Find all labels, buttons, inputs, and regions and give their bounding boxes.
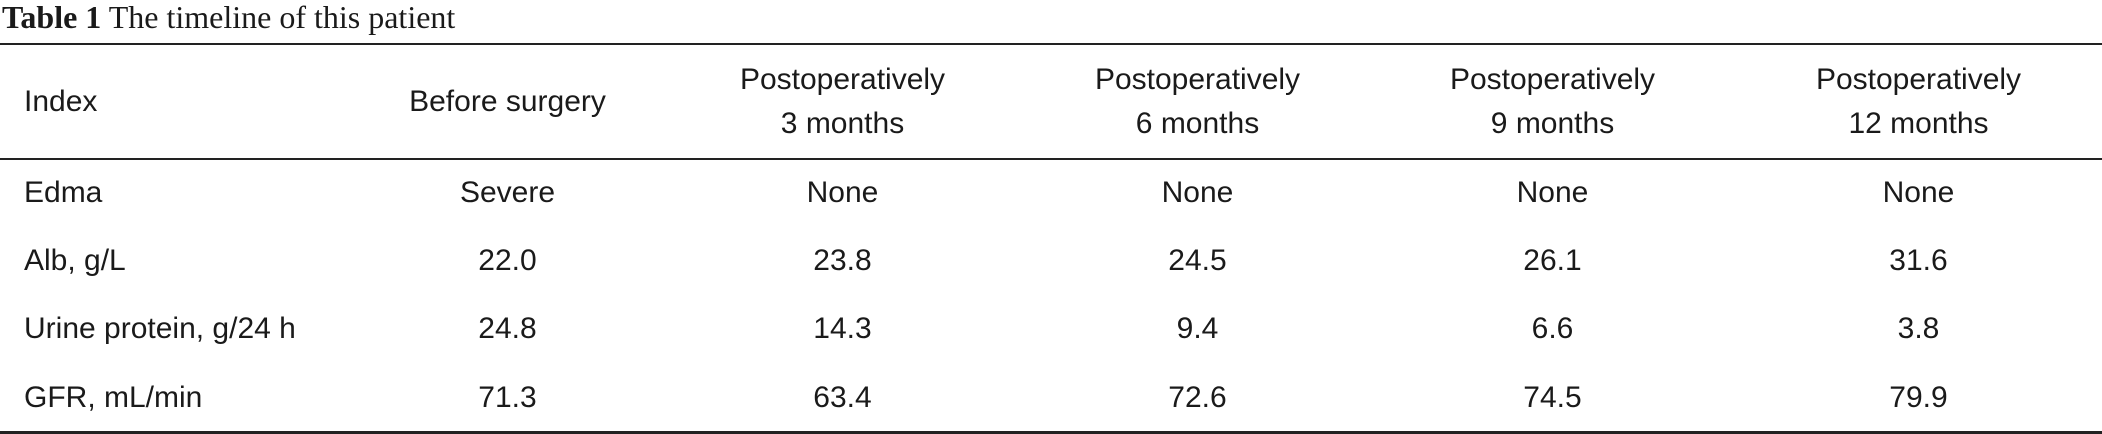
table-cell: None <box>1882 176 1955 210</box>
table-row: Alb, g/L 22.0 23.8 24.5 26.1 31.6 <box>0 227 2102 296</box>
table-cell: 24.5 <box>1168 243 1227 277</box>
table-cell: 74.5 <box>1523 380 1582 414</box>
table-row: GFR, mL/min 71.3 63.4 72.6 74.5 79.9 <box>0 364 2102 433</box>
table-cell: Severe <box>459 176 556 210</box>
table-cell: None <box>1161 176 1234 210</box>
table-header-rule <box>0 158 2102 160</box>
table-cell: 26.1 <box>1523 243 1582 277</box>
column-header-6-months: Postoperatively 6 months <box>1094 62 1301 140</box>
table-cell: 9.4 <box>1176 312 1219 346</box>
table-cell: 72.6 <box>1168 380 1227 414</box>
table-cell: 63.4 <box>813 380 872 414</box>
table-cell: 79.9 <box>1889 380 1948 414</box>
table-top-rule <box>0 43 2102 45</box>
table-header-row: Index Before surgery Postoperatively 3 m… <box>0 45 2102 158</box>
table-caption-label: Table 1 <box>2 0 102 35</box>
table-cell: 6.6 <box>1531 312 1574 346</box>
table-bottom-rule <box>0 431 2102 434</box>
table-row: Urine protein, g/24 h 24.8 14.3 9.4 6.6 … <box>0 295 2102 364</box>
column-header-9-months: Postoperatively 9 months <box>1449 62 1656 140</box>
table-cell: 31.6 <box>1889 243 1948 277</box>
table-cell: 22.0 <box>478 243 537 277</box>
row-label-alb: Alb, g/L <box>24 243 126 277</box>
table-cell: 24.8 <box>478 312 537 346</box>
row-label-urine-protein: Urine protein, g/24 h <box>24 312 296 346</box>
table-cell: 3.8 <box>1897 312 1940 346</box>
table-caption-text: The timeline of this patient <box>108 0 456 35</box>
table-cell: 14.3 <box>813 312 872 346</box>
column-header-12-months: Postoperatively 12 months <box>1815 62 2022 140</box>
column-header-before-surgery: Before surgery <box>409 84 606 118</box>
column-header-index: Index <box>24 84 98 118</box>
row-label-gfr: GFR, mL/min <box>24 380 203 414</box>
row-label-edma: Edma <box>24 176 103 210</box>
column-header-3-months: Postoperatively 3 months <box>739 62 946 140</box>
table-row: Edma Severe None None None None <box>0 158 2102 227</box>
table-cell: None <box>1516 176 1589 210</box>
table-cell: None <box>806 176 879 210</box>
table-cell: 23.8 <box>813 243 872 277</box>
table-cell: 71.3 <box>478 380 537 414</box>
table-caption: Table 1 The timeline of this patient <box>2 0 455 36</box>
timeline-table: Index Before surgery Postoperatively 3 m… <box>0 45 2102 432</box>
